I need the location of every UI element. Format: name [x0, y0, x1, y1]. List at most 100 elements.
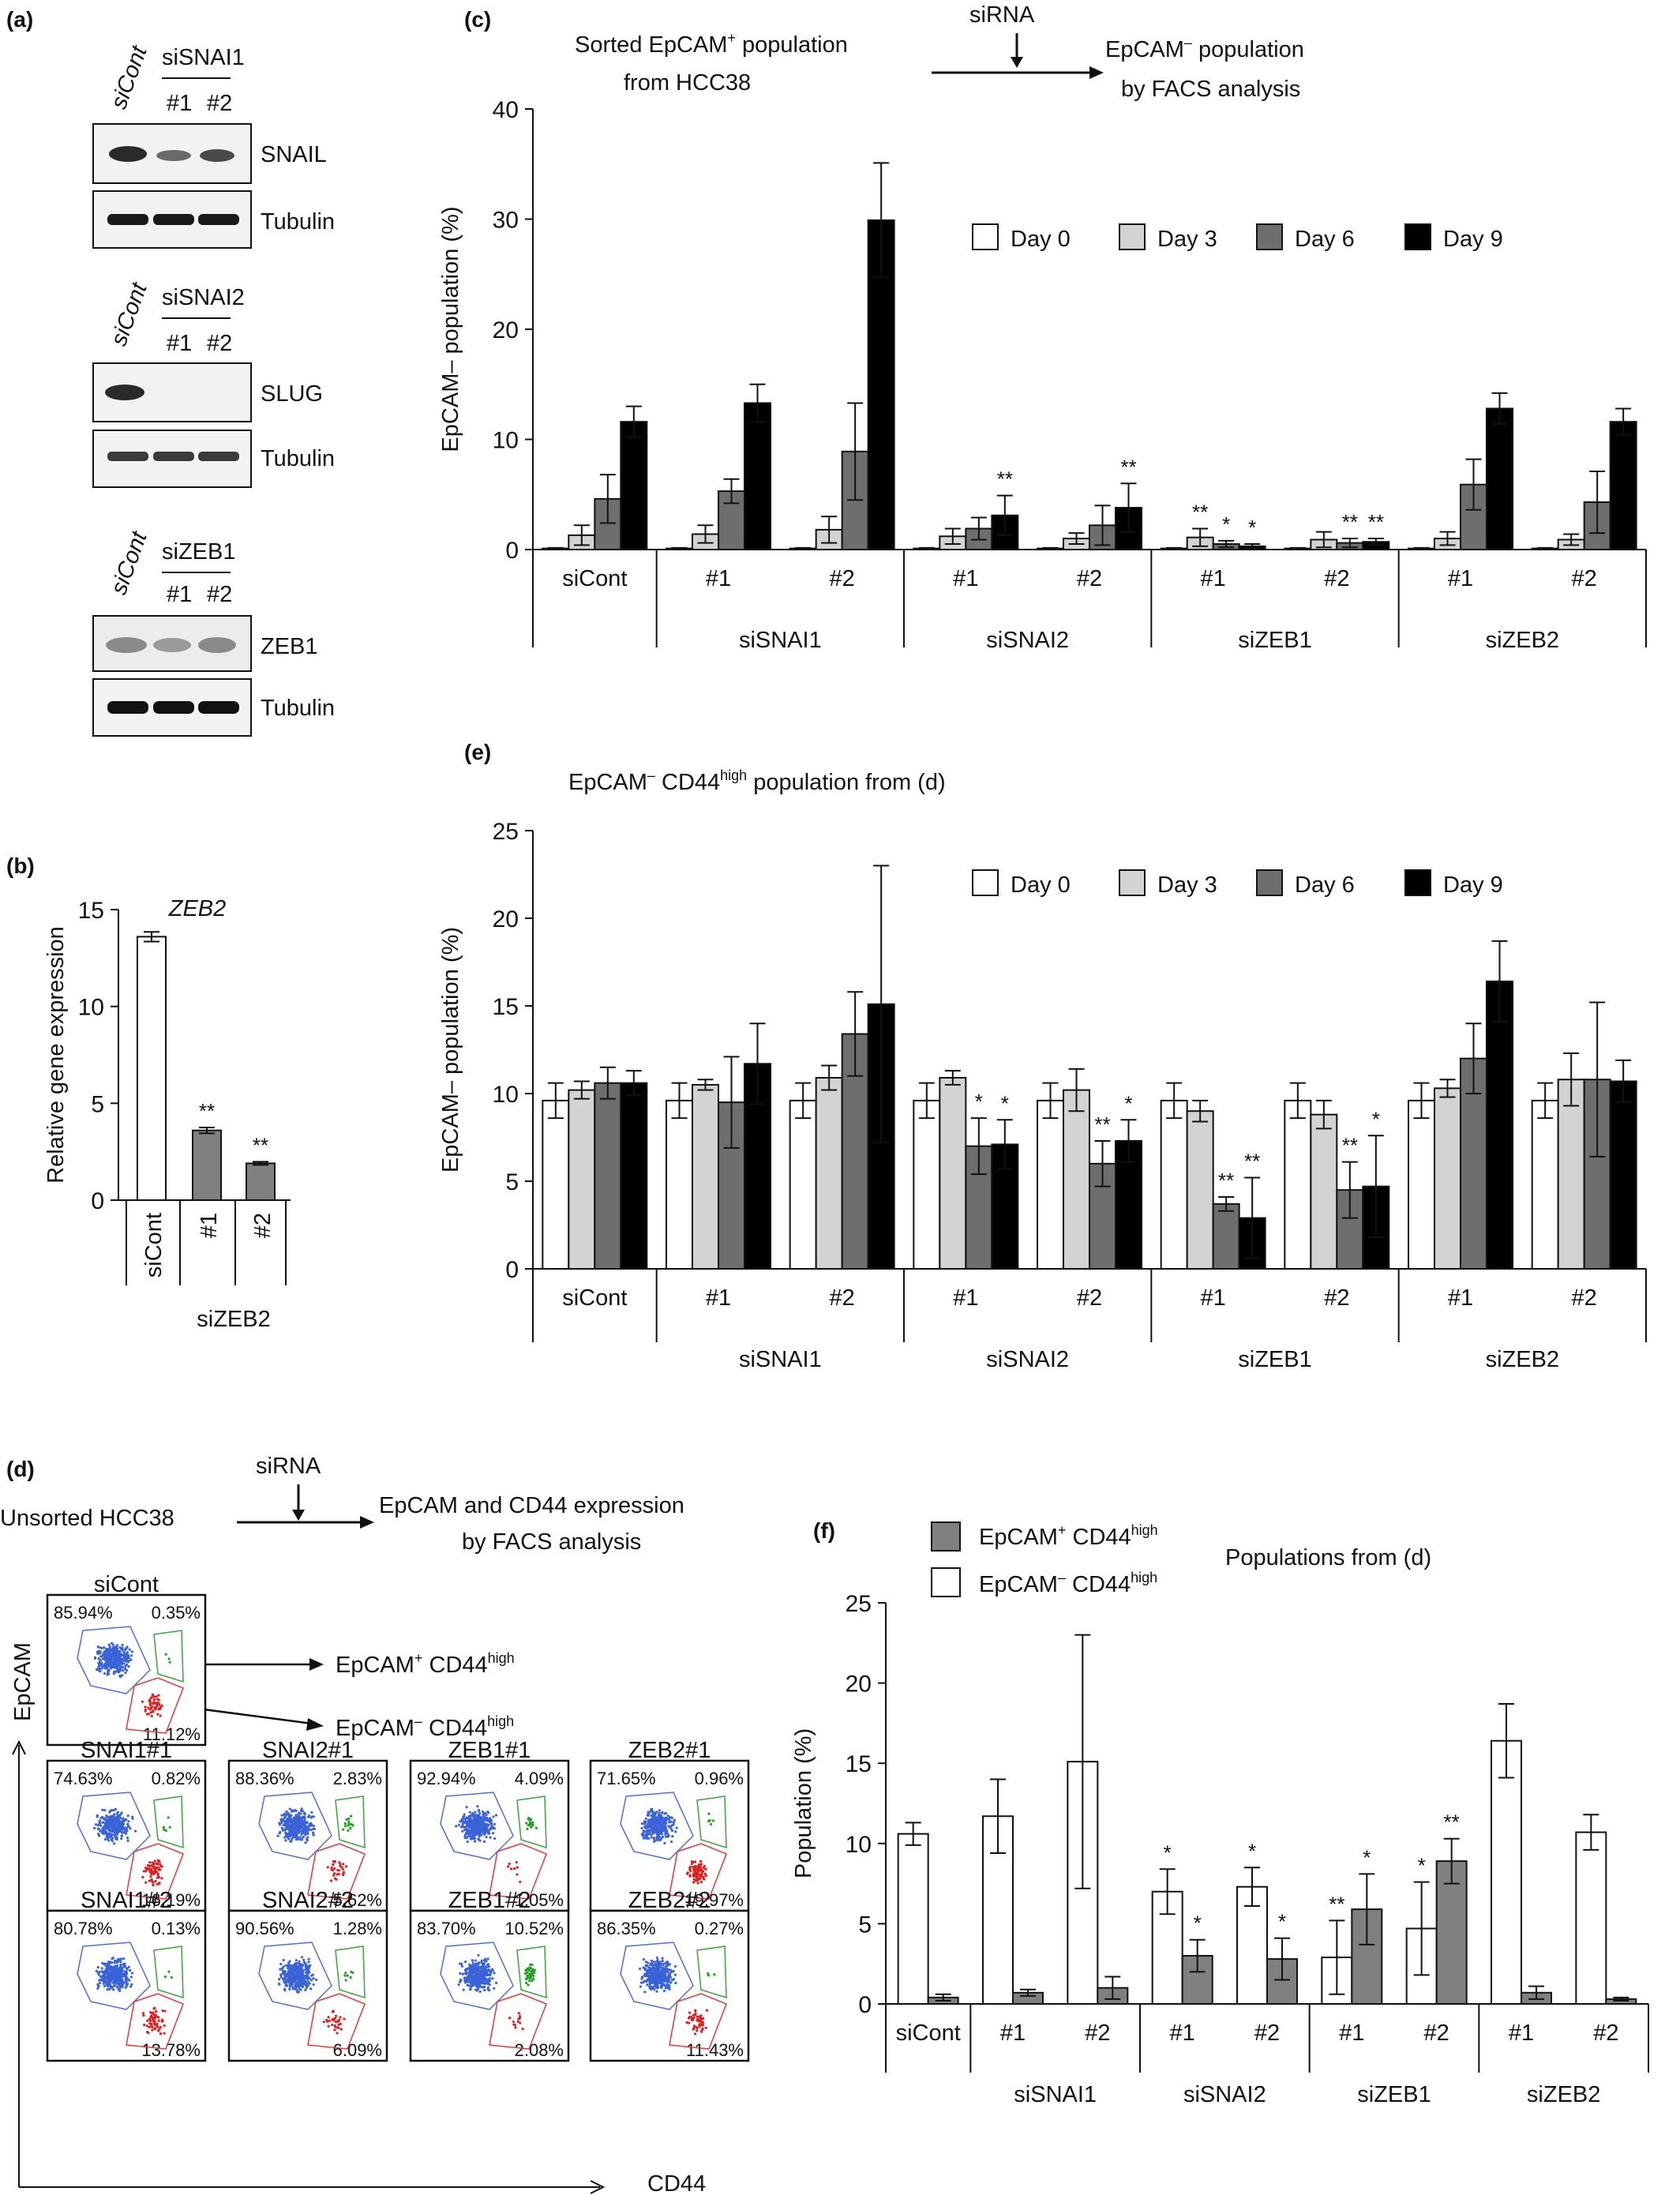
event-dot	[114, 1660, 118, 1664]
category-label: #1	[1170, 2021, 1195, 2046]
event-dot	[660, 1832, 664, 1836]
event-dot	[326, 1866, 329, 1869]
panel-f-letter: (f)	[813, 1518, 835, 1543]
event-dot	[488, 1828, 491, 1831]
facs-plot-title: ZEB2#2	[628, 1888, 711, 1913]
blot-lane-label: #2	[207, 91, 232, 116]
event-dot	[110, 1838, 113, 1841]
event-dot	[148, 1864, 152, 1867]
event-dot	[654, 1983, 658, 1987]
event-dot	[108, 1662, 111, 1665]
event-dot	[485, 1835, 488, 1839]
event-dot	[640, 1976, 644, 1979]
event-dot	[524, 1969, 528, 1972]
event-dot	[290, 1814, 293, 1817]
event-dot	[96, 1652, 99, 1656]
blot-lane-label: #2	[207, 582, 232, 607]
event-dot	[481, 1810, 485, 1814]
event-dot	[708, 1818, 711, 1822]
event-dot	[655, 1986, 658, 1990]
event-dot	[337, 1869, 340, 1872]
event-dot	[642, 1831, 645, 1834]
event-dot	[664, 1829, 667, 1833]
event-dot	[98, 1659, 102, 1662]
event-dot	[488, 1820, 491, 1823]
event-dot	[109, 1981, 112, 1984]
event-dot	[126, 1825, 130, 1828]
facs-quadrant-value: 0.96%	[695, 1769, 744, 1788]
event-dot	[639, 1981, 643, 1984]
significance-mark: *	[1222, 512, 1230, 536]
event-dot	[478, 1980, 482, 1984]
event-dot	[333, 1877, 337, 1880]
event-dot	[105, 1666, 108, 1669]
event-dot	[109, 1829, 112, 1833]
event-dot	[644, 1830, 647, 1833]
event-dot	[467, 1980, 470, 1983]
event-dot	[112, 1982, 115, 1985]
event-dot	[118, 1987, 122, 1990]
significance-mark: *	[1278, 1910, 1286, 1934]
panel-f-legend: EpCAM+ CD44high EpCAM– CD44high Populati…	[931, 1521, 1431, 1597]
event-dot	[646, 1829, 649, 1833]
event-dot	[144, 1881, 148, 1884]
event-dot	[300, 1966, 303, 1969]
event-dot	[472, 1975, 475, 1978]
event-dot	[646, 1832, 649, 1835]
event-dot	[525, 1981, 528, 1985]
y-tick-label: 0	[505, 1257, 519, 1283]
event-dot	[124, 1978, 127, 1981]
event-dot	[102, 1832, 105, 1836]
event-dot	[477, 1808, 480, 1812]
event-dot	[95, 1969, 98, 1972]
event-dot	[146, 2019, 149, 2022]
event-dot	[152, 1871, 155, 1874]
event-dot	[476, 1824, 479, 1827]
event-dot	[113, 1961, 116, 1964]
legend-swatch	[1119, 223, 1146, 250]
event-dot	[104, 1662, 107, 1665]
event-dot	[471, 1832, 474, 1835]
event-dot	[521, 2028, 524, 2031]
legend-swatch-epcam-plus	[931, 1521, 961, 1552]
event-dot	[487, 1968, 490, 1972]
event-dot	[151, 1710, 155, 1713]
event-dot	[152, 1695, 156, 1698]
event-dot	[153, 1706, 156, 1709]
event-dot	[280, 1822, 283, 1825]
event-dot	[474, 1814, 478, 1817]
event-dot	[279, 1962, 283, 1966]
event-dot	[309, 1987, 313, 1991]
event-dot	[341, 1828, 345, 1831]
event-dot	[468, 1820, 471, 1823]
event-dot	[315, 1978, 318, 1982]
event-dot	[488, 1989, 491, 1992]
event-dot	[347, 1820, 351, 1823]
event-dot	[668, 1987, 671, 1991]
event-dot	[529, 1818, 532, 1821]
event-dot	[655, 1810, 658, 1814]
bar	[1609, 421, 1637, 550]
panel-b-letter: (b)	[6, 854, 35, 878]
event-dot	[701, 1870, 705, 1873]
event-dot	[647, 1974, 651, 1978]
event-dot	[145, 2024, 148, 2028]
event-dot	[107, 1672, 111, 1675]
event-dot	[343, 1825, 347, 1828]
event-dot	[141, 1700, 144, 1703]
gate-epcam-low	[307, 1843, 366, 1900]
schematic-d-down-arrowhead	[292, 1510, 305, 1521]
event-dot	[148, 1870, 152, 1874]
blot-sicont-label: siCont	[107, 41, 153, 112]
event-dot	[155, 1695, 158, 1698]
facs-quadrant-value: 13.78%	[141, 2040, 201, 2060]
event-dot	[119, 1963, 122, 1967]
event-dot	[111, 1965, 114, 1969]
chart-legend: Day 0 Day 3 Day 6 Day 9	[972, 869, 1503, 898]
legend-label: Day 9	[1443, 227, 1503, 252]
event-dot	[106, 1651, 109, 1654]
event-dot	[652, 1960, 655, 1964]
event-dot	[120, 1831, 124, 1834]
facs-events	[93, 1642, 171, 1718]
event-dot	[654, 1819, 657, 1822]
